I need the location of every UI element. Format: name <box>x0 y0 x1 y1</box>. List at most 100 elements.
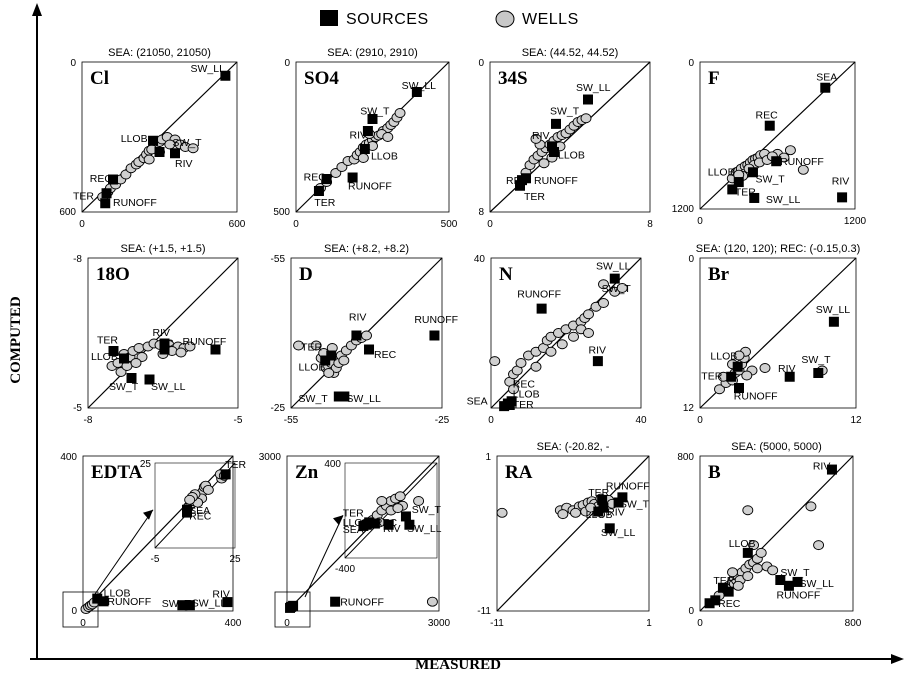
source-point <box>583 94 593 105</box>
source-point <box>177 600 188 611</box>
well-point <box>530 361 542 372</box>
zoom-arrow-head <box>143 509 153 520</box>
source-point <box>747 167 758 178</box>
source-label: SW_T <box>780 567 810 579</box>
one-to-one-line <box>496 455 650 612</box>
source-label: REC <box>513 378 536 390</box>
panel-name: Cl <box>90 68 109 89</box>
source-point <box>154 147 165 157</box>
well-point <box>813 540 825 551</box>
source-point <box>613 497 624 508</box>
y-tick-label: 3000 <box>259 452 282 463</box>
y-tick-label: 600 <box>59 207 76 218</box>
inset-source-point <box>383 519 394 530</box>
x-tick-label: 0 <box>79 219 85 230</box>
x-tick-label: -11 <box>490 618 504 629</box>
x-tick-label: 3000 <box>428 618 451 629</box>
panel-title: SEA: (2910, 2910) <box>327 47 418 59</box>
source-label: REC <box>756 109 779 121</box>
plot-frame <box>489 61 651 213</box>
panel-name: EDTA <box>91 462 143 483</box>
panel-name: N <box>499 264 513 285</box>
source-label: TER <box>513 399 534 411</box>
source-point <box>784 371 795 382</box>
inset-source-point <box>358 520 369 531</box>
plot-frame <box>82 455 234 612</box>
source-label: REC <box>506 175 529 187</box>
source-label: LLOB <box>513 389 540 401</box>
source-point <box>351 330 362 341</box>
source-label: LLOB <box>708 166 735 178</box>
inset-y-tick-label: 25 <box>140 459 152 470</box>
source-label: SW_LL <box>766 194 801 206</box>
source-point <box>320 355 331 366</box>
well-point <box>545 346 557 357</box>
well-point <box>336 162 348 172</box>
source-label: LLOB <box>121 133 148 145</box>
source-label: TER <box>73 191 94 203</box>
source-point <box>210 344 221 355</box>
inset-source-label: RIV <box>383 523 401 535</box>
panels: SEA: (21050, 21050)Cl0 6000600SW_LLSW_TRI… <box>59 47 866 629</box>
source-label: SW_LL <box>346 393 381 405</box>
source-point <box>159 338 170 349</box>
panel-title: SEA: (-20.82, - <box>537 441 610 453</box>
source-point <box>429 330 440 341</box>
source-label: RIV <box>532 130 550 142</box>
x-tick-label: -8 <box>84 415 93 426</box>
zoom-arrow-head <box>333 515 343 526</box>
source-point <box>723 586 734 597</box>
well-point <box>727 567 738 578</box>
x-tick-label: 0 <box>488 415 494 426</box>
inset-source-label: TER <box>225 459 246 471</box>
inset-source-point <box>364 517 375 528</box>
source-point <box>220 70 231 81</box>
well-point <box>714 384 725 395</box>
panel-name: Br <box>708 264 730 285</box>
source-label: SW_LL <box>191 63 226 75</box>
y-tick-label: 400 <box>60 452 77 463</box>
plot-frame <box>496 455 650 612</box>
source-label: SW_T <box>550 106 580 118</box>
y-tick-label: 1200 <box>672 204 695 215</box>
well-point <box>598 298 609 308</box>
source-point <box>367 114 378 124</box>
source-point <box>126 373 137 383</box>
source-point <box>321 174 332 184</box>
well-point <box>184 341 196 352</box>
source-point <box>144 374 155 385</box>
source-label: RUNOFF <box>113 197 157 209</box>
source-point <box>100 198 111 209</box>
x-tick-label: 0 <box>697 415 703 426</box>
source-point <box>170 148 180 159</box>
source-point <box>749 192 760 203</box>
y-tick-label: 12 <box>683 403 695 414</box>
global-y-arrow <box>32 3 42 16</box>
well-point <box>784 145 796 156</box>
source-label: SW_T <box>620 499 650 511</box>
x-tick-label: 0 <box>293 219 299 230</box>
x-tick-label: 800 <box>845 618 862 629</box>
inset-frame <box>154 462 236 549</box>
source-label: LLOB <box>558 150 585 162</box>
well-point <box>164 139 176 150</box>
panel-name: 18O <box>96 264 130 285</box>
well-point <box>382 132 394 142</box>
well-point <box>489 356 501 367</box>
source-point <box>285 602 296 613</box>
source-point <box>515 180 525 191</box>
plot-frame <box>699 455 854 612</box>
source-label: TER <box>713 575 734 587</box>
source-point <box>742 547 753 558</box>
well-point <box>187 143 199 154</box>
inset-y-tick-label: 400 <box>324 459 341 470</box>
well-point <box>741 370 753 381</box>
source-label: RIV <box>349 312 367 324</box>
source-point <box>820 82 831 93</box>
y-tick-label: 0 <box>284 58 290 69</box>
